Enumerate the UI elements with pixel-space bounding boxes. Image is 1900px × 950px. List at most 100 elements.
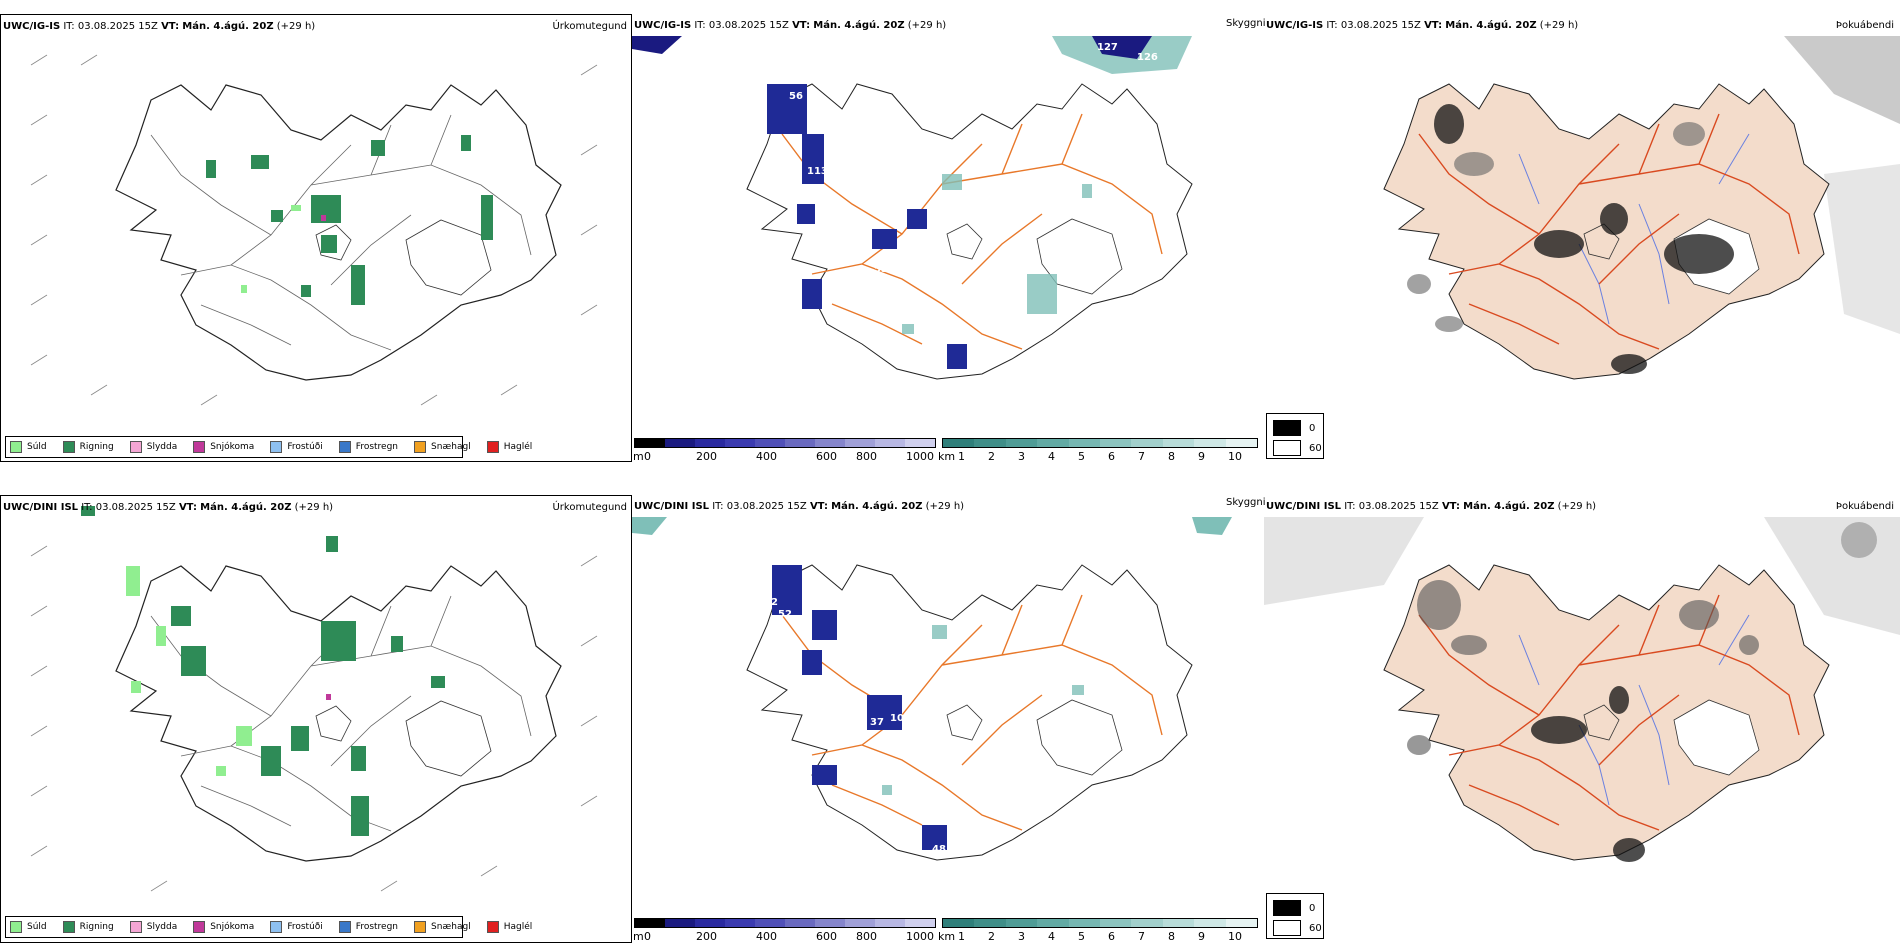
visibility-tick: 10: [1228, 450, 1242, 463]
swatch-hail: [486, 441, 499, 453]
visibility-title: Skyggni: [1226, 497, 1266, 508]
legend-item-hail: Haglél: [486, 921, 532, 933]
ceiling-tick: 0: [644, 930, 651, 943]
ceiling-label: 127: [1097, 42, 1118, 53]
legend-item-freezing-rain: Frostregn: [338, 441, 398, 453]
valid-time: Mán. 4.ágú. 20Z: [1463, 501, 1555, 512]
ceiling-colorbar: [634, 918, 936, 928]
legend-item-snow: Snjókoma: [193, 441, 254, 453]
precip-legend: Súld Rigning Slydda Snjókoma Frostúði Fr…: [5, 436, 532, 458]
ceiling-tick: 200: [696, 450, 717, 463]
ceiling-unit: m: [633, 930, 644, 943]
visibility-colorbar-ticks: km 1 2 3 4 5 6 7 8 9 10: [938, 930, 1262, 944]
fog-legend-item: 60: [1273, 920, 1322, 936]
ceiling-label: 53: [874, 264, 888, 275]
model-name: UWC/DINI ISL: [1266, 501, 1342, 512]
init-time: IT: 03.08.2025 15Z: [712, 501, 807, 512]
valid-time: Mán. 4.ágú. 20Z: [813, 20, 905, 31]
fog-title: Þokuábendi: [1835, 501, 1894, 512]
fog-legend: 0 60: [1266, 893, 1324, 939]
lead-time: (+29 h): [907, 20, 947, 31]
ceiling-tick: 600: [816, 450, 837, 463]
valid-time-label: VT:: [809, 501, 828, 512]
lead-time: (+29 h): [1539, 20, 1579, 31]
fog-panel-2: UWC/DINI ISL IT: 03.08.2025 15Z VT: Mán.…: [1264, 495, 1900, 943]
visibility-tick: 2: [988, 930, 995, 943]
ceiling-tick: 200: [696, 930, 717, 943]
ceiling-tick: 800: [856, 450, 877, 463]
fog-panel-1: UWC/IG-IS IT: 03.08.2025 15Z VT: Mán. 4.…: [1264, 14, 1900, 462]
legend-item-snow: Snjókoma: [193, 921, 254, 933]
swatch-sleet: [129, 921, 142, 933]
ceiling-visibility-panel-2: 52 62 68 37 10 48 UWC/DINI ISL IT: 03.08…: [632, 495, 1266, 944]
fog-swatch-low: [1273, 420, 1301, 436]
visibility-colorbar: [942, 438, 1258, 448]
lead-time: (+29 h): [925, 501, 965, 512]
visibility-tick: 10: [1228, 930, 1242, 943]
lead-time: (+29 h): [294, 502, 334, 513]
legend-item-rain: Rigning: [62, 441, 114, 453]
ceiling-visibility-map-2: 52 62 68 37 10 48: [632, 517, 1232, 861]
ceiling-label: 126: [1137, 52, 1158, 63]
visibility-tick: 6: [1108, 450, 1115, 463]
precip-type-panel-2: UWC/DINI ISL IT: 03.08.2025 15Z VT: Mán.…: [0, 495, 632, 943]
swatch-freezing-rain: [338, 921, 351, 933]
visibility-tick: 4: [1048, 930, 1055, 943]
visibility-tick: 3: [1018, 450, 1025, 463]
init-time: IT: 03.08.2025 15Z: [694, 20, 789, 31]
legend-item-hail: Haglél: [486, 441, 532, 453]
visibility-colorbar: [942, 918, 1258, 928]
legend-item-sleet: Slydda: [129, 921, 177, 933]
ceiling-label: 68: [774, 633, 788, 644]
legend-item-graupel: Snæhagl: [414, 441, 471, 453]
precip-type-title: Úrkomutegund: [552, 502, 627, 513]
visibility-tick: 7: [1138, 930, 1145, 943]
legend-item-freezing-rain: Frostregn: [338, 921, 398, 933]
swatch-drizzle: [10, 921, 22, 933]
fog-map-1: [1264, 36, 1900, 434]
valid-time: Mán. 4.ágú. 20Z: [182, 21, 274, 32]
visibility-tick: 7: [1138, 450, 1145, 463]
init-time: IT: 03.08.2025 15Z: [81, 502, 176, 513]
swatch-drizzle: [10, 441, 22, 453]
fog-legend-item: 0: [1273, 420, 1315, 436]
visibility-tick: 8: [1168, 930, 1175, 943]
fog-swatch-high: [1273, 440, 1301, 456]
ceiling-tick: 1000: [906, 930, 934, 943]
ceiling-unit: m: [633, 450, 644, 463]
legend-item-rain: Rigning: [62, 921, 114, 933]
valid-time-label: VT:: [178, 502, 197, 513]
valid-time: Mán. 4.ágú. 20Z: [1445, 20, 1537, 31]
lead-time: (+29 h): [1557, 501, 1597, 512]
swatch-freezing-drizzle: [270, 441, 283, 453]
swatch-freezing-rain: [338, 441, 351, 453]
legend-item-sleet: Slydda: [129, 441, 177, 453]
valid-time-label: VT:: [161, 21, 180, 32]
ceiling-tick: 800: [856, 930, 877, 943]
visibility-colorbar-ticks: km 1 2 3 4 5 6 7 8 9 10: [938, 450, 1262, 464]
visibility-tick: 2: [988, 450, 995, 463]
ceiling-tick: 0: [644, 450, 651, 463]
visibility-tick: 5: [1078, 930, 1085, 943]
ceiling-visibility-panel-1: 127 126 56 113 53 65 64 108 78 51 10 UWC…: [632, 14, 1266, 464]
visibility-tick: 1: [958, 450, 965, 463]
swatch-rain: [62, 441, 75, 453]
ceiling-label: 62: [764, 597, 778, 608]
model-name: UWC/IG-IS: [1266, 20, 1324, 31]
valid-time-label: VT:: [792, 20, 811, 31]
ceiling-tick: 600: [816, 930, 837, 943]
ceiling-label: 48: [932, 844, 946, 855]
ceiling-tick: 1000: [906, 450, 934, 463]
swatch-graupel: [414, 441, 427, 453]
visibility-tick: 4: [1048, 450, 1055, 463]
precip-type-map-2: [30, 506, 598, 892]
visibility-tick: 5: [1078, 450, 1085, 463]
ceiling-label: 113: [807, 166, 828, 177]
visibility-tick: 1: [958, 930, 965, 943]
init-time: IT: 03.08.2025 15Z: [1344, 501, 1439, 512]
ceiling-label: 78: [909, 384, 923, 395]
precip-type-title: Úrkomutegund: [552, 21, 627, 32]
ceiling-colorbar-ticks: m 0 200 400 600 800 1000: [632, 450, 942, 464]
valid-time-label: VT:: [1441, 501, 1460, 512]
legend-item-freezing-drizzle: Frostúði: [270, 441, 323, 453]
